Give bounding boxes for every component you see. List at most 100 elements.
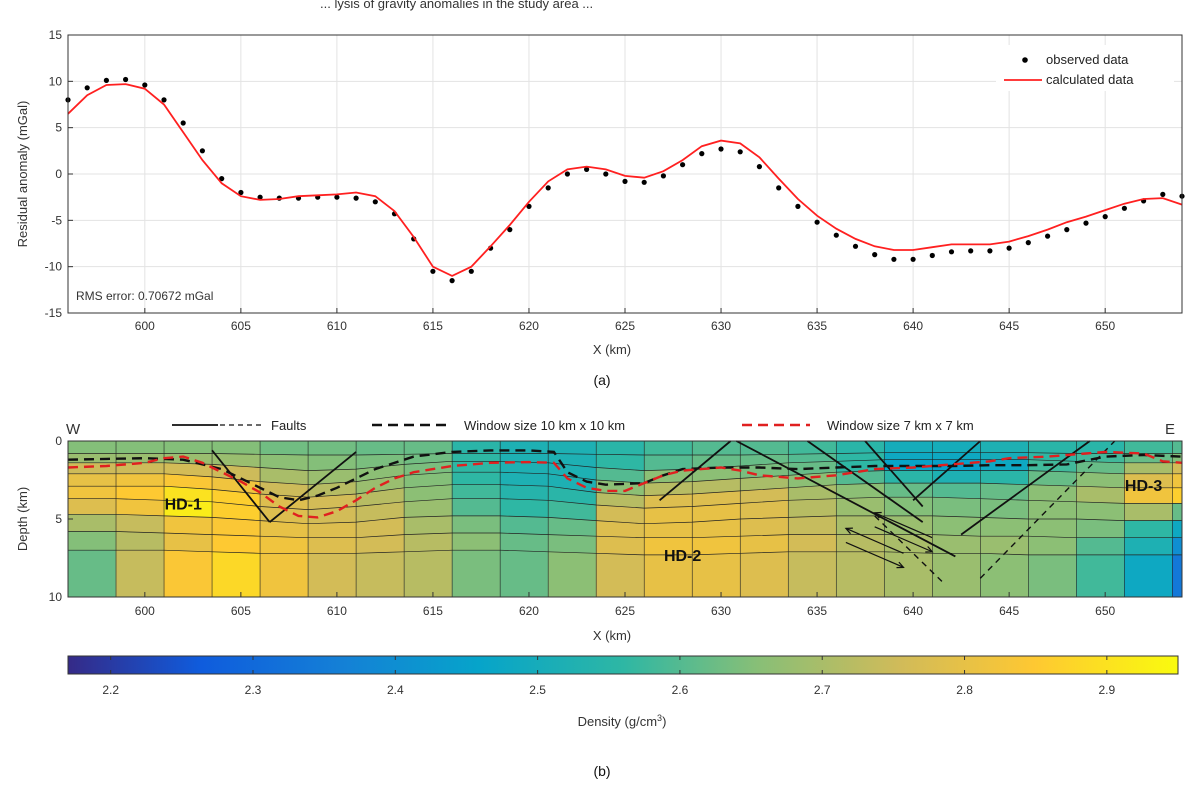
- observed-point-15: [353, 195, 359, 201]
- observed-point-36: [756, 164, 763, 170]
- plot-a-ticks: 600 605 610 615 620 625 630 635 640 645 650 -15 -10 -…: [45, 28, 1116, 333]
- colorbar-label-main: Density (g/cm: [578, 714, 657, 729]
- observed-point-42: [872, 252, 878, 258]
- density-cell-0-17: [884, 440, 933, 453]
- b-tick-x-label-645: 645: [999, 604, 1019, 618]
- density-cell-6-7: [403, 515, 453, 535]
- observed-point-34: [718, 146, 724, 152]
- legend-calculated-label: calculated data: [1046, 72, 1134, 87]
- observed-point-50: [1025, 240, 1031, 246]
- window7-depth-line: [67, 450, 1183, 519]
- density-cell-7-5: [307, 537, 357, 554]
- density-cell-5-15: [788, 498, 837, 518]
- density-cell-7-10: [547, 534, 597, 554]
- plot-a-frame: [67, 34, 1183, 314]
- legend-observed-label: observed data: [1046, 52, 1129, 67]
- density-cell-7-15: [788, 534, 837, 553]
- density-cell-6-8: [451, 515, 501, 534]
- cb-tick-label-2.5: 2.5: [529, 683, 546, 697]
- fault-solid-3: [735, 440, 956, 558]
- observed-point-14: [334, 194, 340, 200]
- observed-point-53: [1083, 220, 1089, 226]
- density-cell-5-18: [932, 496, 981, 518]
- density-cell-6-14: [739, 517, 789, 537]
- density-cell-8-17: [884, 551, 933, 598]
- fault-solid-5: [864, 440, 924, 508]
- fault-arrow-shaft-1: [874, 512, 933, 539]
- density-cell-7-23: [1172, 537, 1183, 556]
- density-cell-7-8: [451, 532, 501, 551]
- density-cell-7-2: [163, 532, 213, 553]
- b-tick-x-label-615: 615: [423, 604, 443, 618]
- density-cell-5-0: [67, 498, 117, 515]
- density-cell-8-15: [788, 551, 837, 598]
- density-cell-2-22: [1124, 462, 1173, 475]
- fault-arrow-head-0: [925, 546, 934, 553]
- observed-point-52: [1064, 227, 1070, 233]
- b-tick-x-label-610: 610: [327, 604, 347, 618]
- figure-header: ... lysis of gravity anomalies in the st…: [320, 0, 593, 11]
- observed-point-28: [603, 171, 609, 177]
- density-cell-6-22: [1124, 520, 1173, 538]
- density-cell-8-5: [307, 553, 357, 598]
- density-cell-7-19: [980, 535, 1029, 556]
- density-cell-8-9: [499, 549, 549, 598]
- density-cell-7-7: [403, 532, 453, 553]
- observed-point-25: [545, 185, 551, 191]
- density-cell-8-2: [163, 549, 213, 598]
- fault-solid-4: [806, 440, 924, 523]
- density-cell-8-6: [355, 551, 405, 598]
- tick-x-label-640: 640: [903, 319, 923, 333]
- density-cell-0-5: [307, 440, 357, 456]
- observed-point-27: [584, 166, 590, 172]
- density-cell-8-1: [115, 549, 165, 598]
- tick-x-label-630: 630: [711, 319, 731, 333]
- observed-point-5: [161, 97, 167, 103]
- fault-arrow-shaft-0: [874, 526, 933, 553]
- density-cell-1-18: [932, 452, 981, 460]
- observed-point-9: [238, 189, 244, 196]
- density-cell-4-21: [1076, 485, 1125, 504]
- plot-b-ylabel: Depth (km): [15, 487, 30, 551]
- b-tick-x-label-640: 640: [903, 604, 923, 618]
- density-cell-4-20: [1028, 484, 1077, 503]
- density-cell-7-22: [1124, 537, 1173, 556]
- b-tick-y-label-0: 0: [55, 434, 62, 448]
- observed-point-23: [507, 227, 513, 233]
- density-cell-0-15: [788, 440, 837, 455]
- fault-solid-7: [960, 440, 1091, 536]
- direction-west: W: [66, 421, 81, 438]
- density-cell-8-20: [1028, 554, 1077, 598]
- observed-point-26: [564, 171, 571, 177]
- density-cell-8-8: [451, 549, 501, 598]
- fault-arrow-head-1: [873, 511, 882, 519]
- density-cell-5-22: [1124, 503, 1173, 521]
- panel-a-line-chart: 600 605 610 615 620 625 630 635 640 645 650 -15 -10 -…: [15, 28, 1185, 357]
- window10-depth-line: [67, 449, 1183, 502]
- plot-b-legend: Faults Window size 10 km x 10 km Window …: [172, 418, 974, 433]
- density-cell-4-23: [1172, 487, 1183, 504]
- legend-a-box: [996, 45, 1174, 91]
- plot-b-frame: [67, 440, 1183, 598]
- cb-tick-label-2.9: 2.9: [1099, 683, 1116, 697]
- observed-point-6: [180, 120, 186, 126]
- density-cell-4-18: [932, 482, 981, 499]
- tick-x-label-605: 605: [231, 319, 251, 333]
- observed-point-31: [660, 173, 667, 179]
- density-cell-4-9: [499, 484, 549, 501]
- region-labels: HD-1 HD-2 HD-3: [165, 478, 1163, 565]
- tick-x-label-650: 650: [1095, 319, 1115, 333]
- observed-point-16: [372, 199, 378, 205]
- observed-point-7: [199, 148, 205, 154]
- b-tick-x-label-635: 635: [807, 604, 827, 618]
- density-cell-6-0: [67, 514, 117, 532]
- density-cell-0-22: [1124, 440, 1173, 454]
- density-cell-8-23: [1172, 554, 1183, 598]
- observed-point-48: [987, 248, 993, 254]
- density-cell-0-23: [1172, 440, 1183, 454]
- b-tick-x-label-650: 650: [1095, 604, 1115, 618]
- colorbar-gradient: [67, 655, 1179, 675]
- density-cell-7-0: [67, 531, 117, 551]
- b-tick-x-label-620: 620: [519, 604, 539, 618]
